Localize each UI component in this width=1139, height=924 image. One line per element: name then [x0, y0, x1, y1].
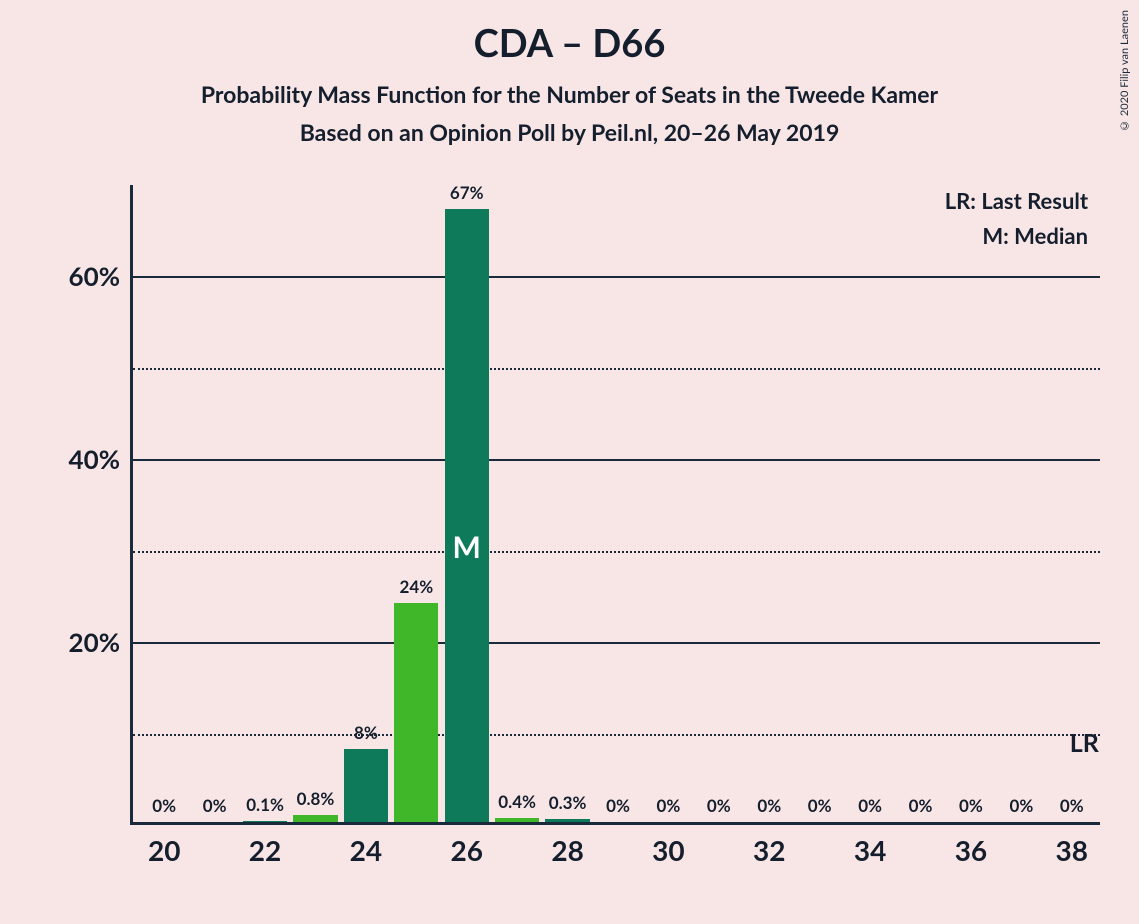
bar-value-label: 8% [336, 722, 396, 743]
gridline-minor [133, 551, 1100, 553]
gridline-major [133, 276, 1100, 278]
x-axis-label: 22 [249, 833, 281, 867]
x-axis-label: 24 [350, 833, 382, 867]
bar-value-label: 67% [437, 182, 497, 203]
x-axis-label: 38 [1056, 833, 1088, 867]
chart-area: LR: Last Result M: Median 20% 40% 60% 0% 20 0… [60, 185, 1110, 875]
bar [394, 603, 438, 822]
bar-value-label: 0% [1042, 795, 1102, 816]
x-axis-label: 26 [450, 833, 482, 867]
x-axis-label: 28 [551, 833, 583, 867]
x-axis-label: 36 [955, 833, 987, 867]
x-axis-label: 32 [753, 833, 785, 867]
x-axis-label: 34 [854, 833, 886, 867]
gridline-major [133, 459, 1100, 461]
bar [445, 209, 489, 822]
legend: LR: Last Result M: Median [945, 187, 1088, 257]
last-result-marker: LR [1070, 728, 1099, 758]
chart-subtitle-2: Based on an Opinion Poll by Peil.nl, 20–… [0, 118, 1139, 146]
chart-subtitle: Probability Mass Function for the Number… [0, 80, 1139, 108]
legend-m: M: Median [945, 222, 1088, 249]
median-marker: M [437, 529, 497, 565]
y-axis-label: 40% [69, 443, 120, 475]
bar [495, 818, 539, 822]
x-axis-label: 20 [148, 833, 180, 867]
bar [243, 821, 287, 822]
gridline-minor [133, 734, 1100, 736]
copyright-text: © 2020 Filip van Laenen [1118, 10, 1131, 132]
bar [545, 819, 589, 822]
bar-value-label: 0.8% [285, 788, 345, 809]
gridline-minor [133, 368, 1100, 370]
bar [293, 815, 337, 822]
y-axis-label: 20% [69, 626, 120, 658]
y-axis-label: 60% [69, 260, 120, 292]
x-axis-label: 30 [652, 833, 684, 867]
bar-value-label: 24% [386, 576, 446, 597]
legend-lr: LR: Last Result [945, 187, 1088, 214]
bar [344, 749, 388, 822]
chart-title: CDA – D66 [0, 0, 1139, 66]
plot-area: LR: Last Result M: Median 20%40%60%0%200… [130, 185, 1100, 825]
gridline-major [133, 642, 1100, 644]
